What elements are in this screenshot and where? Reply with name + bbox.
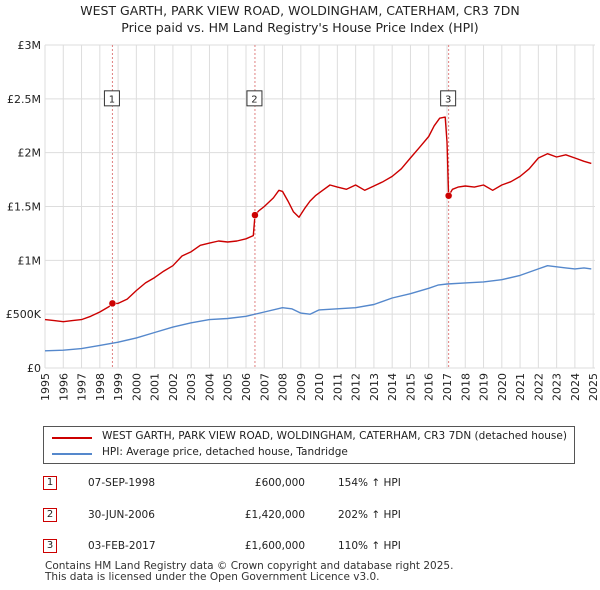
chart-title: WEST GARTH, PARK VIEW ROAD, WOLDINGHAM, …: [80, 3, 520, 18]
legend-label-hpi: HPI: Average price, detached house, Tand…: [102, 446, 348, 458]
transaction-date: 30-JUN-2006: [88, 509, 155, 521]
transaction-price: £600,000: [254, 477, 305, 489]
transaction-row: 3 03-FEB-2017 £1,600,000 110% ↑ HPI: [43, 536, 583, 558]
y-tick-label: £2.5M: [7, 93, 41, 106]
x-tick-label: 2025: [587, 373, 600, 401]
transaction-hpi-change: 202% ↑ HPI: [338, 509, 401, 521]
x-tick-label: 2005: [222, 373, 235, 401]
x-tick-label: 2018: [459, 373, 472, 401]
sale-point: [251, 211, 259, 219]
x-tick-label: 1998: [94, 373, 107, 401]
transaction-price: £1,600,000: [244, 540, 305, 552]
x-tick-label: 2015: [404, 373, 417, 401]
y-tick-label: £0: [27, 362, 41, 375]
y-tick-label: £3M: [18, 39, 42, 52]
x-tick-label: 2001: [149, 373, 162, 401]
transaction-row: 2 30-JUN-2006 £1,420,000 202% ↑ HPI: [43, 505, 583, 527]
sale-label-box: [246, 90, 263, 107]
series-line-property: [44, 116, 592, 323]
legend-label-property: WEST GARTH, PARK VIEW ROAD, WOLDINGHAM, …: [102, 430, 567, 442]
y-tick-label: £500K: [6, 308, 42, 321]
chart-subtitle: Price paid vs. HM Land Registry's House …: [121, 20, 479, 35]
sale-point: [444, 191, 453, 200]
x-tick-label: 2000: [130, 373, 143, 401]
transaction-date: 03-FEB-2017: [88, 540, 156, 552]
x-tick-label: 2009: [295, 373, 308, 401]
x-tick-label: 2002: [167, 373, 180, 401]
transaction-badge: 2: [43, 508, 57, 522]
x-tick-label: 2024: [569, 373, 582, 401]
x-tick-label: 2010: [313, 373, 326, 401]
x-tick-label: 2011: [331, 373, 344, 401]
sale-label: 2: [251, 94, 257, 105]
x-tick-label: 2003: [185, 373, 198, 401]
legend-swatch-hpi: [52, 453, 92, 455]
sale-label-box: [103, 90, 120, 107]
x-tick-label: 2023: [551, 373, 564, 401]
transaction-hpi-change: 110% ↑ HPI: [338, 540, 401, 552]
transaction-badge: 3: [43, 539, 57, 553]
x-tick-label: 2013: [368, 373, 381, 401]
transaction-hpi-change: 154% ↑ HPI: [338, 477, 401, 489]
footer-copyright: Contains HM Land Registry data © Crown c…: [45, 560, 454, 572]
x-tick-label: 2020: [496, 373, 509, 401]
x-tick-label: 2016: [423, 373, 436, 401]
y-tick-label: £2M: [18, 147, 42, 160]
legend: WEST GARTH, PARK VIEW ROAD, WOLDINGHAM, …: [43, 426, 575, 464]
x-tick-label: 1995: [39, 373, 52, 401]
price-chart: £0 £500K £1M £1.5M £2M £2.5M £3M 1995 1996 1997 19…: [6, 39, 600, 401]
x-tick-label: 2007: [258, 373, 271, 401]
sale-label-box: [440, 90, 457, 107]
y-tick-label: £1.5M: [7, 201, 41, 214]
y-tick-label: £1M: [18, 254, 42, 267]
transaction-row: 1 07-SEP-1998 £600,000 154% ↑ HPI: [43, 473, 583, 495]
sale-label: 3: [445, 94, 451, 105]
x-tick-label: 2006: [240, 373, 253, 401]
x-tick-label: 2004: [203, 373, 216, 401]
x-tick-label: 2012: [350, 373, 363, 401]
x-tick-label: 2014: [386, 373, 399, 401]
transaction-badge: 1: [43, 476, 57, 490]
x-tick-label: 1999: [112, 373, 125, 401]
x-tick-label: 1997: [76, 373, 89, 401]
x-tick-label: 2021: [514, 373, 527, 401]
transaction-date: 07-SEP-1998: [88, 477, 156, 489]
legend-swatch-property: [52, 437, 92, 439]
x-tick-label: 2019: [478, 373, 491, 401]
series-line-hpi: [44, 265, 592, 352]
sale-point: [108, 299, 117, 308]
footer-licence: This data is licensed under the Open Gov…: [45, 571, 380, 583]
x-tick-label: 2022: [532, 373, 545, 401]
sale-label: 1: [109, 94, 115, 105]
x-tick-label: 1996: [57, 373, 70, 401]
x-tick-label: 2017: [441, 373, 454, 401]
x-tick-label: 2008: [277, 373, 290, 401]
transaction-price: £1,420,000: [244, 509, 305, 521]
